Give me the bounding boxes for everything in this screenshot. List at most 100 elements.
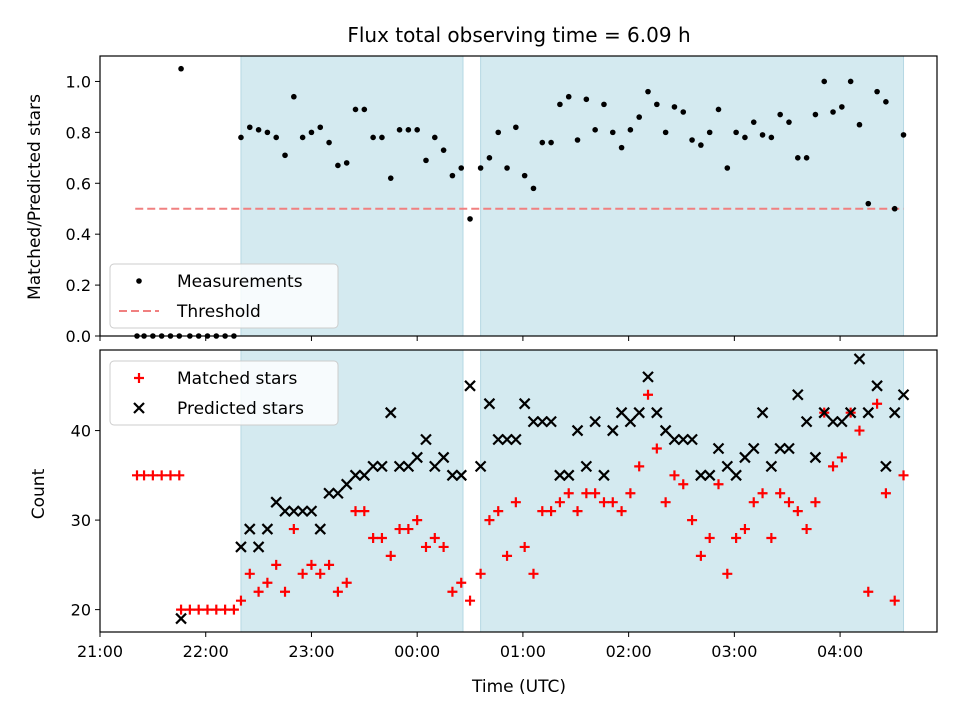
legend-label: Matched stars bbox=[177, 369, 297, 389]
data-point bbox=[502, 550, 513, 561]
data-point bbox=[446, 469, 459, 482]
data-point bbox=[733, 129, 739, 136]
data-point bbox=[317, 124, 324, 131]
data-point bbox=[270, 496, 282, 508]
data-point bbox=[756, 406, 769, 419]
data-point bbox=[261, 523, 274, 535]
data-point bbox=[396, 127, 403, 133]
data-point bbox=[449, 172, 456, 179]
x-tick-label: 23:00 bbox=[288, 642, 334, 661]
y-tick-label: 40 bbox=[71, 422, 91, 441]
data-point bbox=[625, 488, 636, 499]
data-point bbox=[687, 515, 698, 526]
data-point bbox=[581, 488, 592, 499]
data-point bbox=[695, 469, 707, 482]
data-point bbox=[571, 424, 584, 437]
data-point bbox=[768, 134, 775, 141]
data-point bbox=[818, 406, 831, 419]
legend-label: Predicted stars bbox=[177, 399, 304, 419]
data-point bbox=[880, 488, 891, 499]
data-point bbox=[518, 397, 531, 410]
y-tick-label: 1.0 bbox=[66, 72, 91, 91]
y-tick-label: 30 bbox=[71, 511, 91, 530]
data-point bbox=[235, 595, 246, 606]
data-point bbox=[898, 470, 909, 481]
data-point bbox=[464, 380, 476, 392]
y-tick-label: 0.8 bbox=[66, 123, 91, 142]
data-point bbox=[314, 523, 327, 535]
data-point bbox=[618, 144, 625, 151]
data-point bbox=[889, 595, 900, 606]
data-point bbox=[721, 460, 734, 473]
data-point bbox=[340, 478, 353, 491]
data-point bbox=[492, 433, 505, 446]
data-point bbox=[669, 470, 680, 481]
data-point bbox=[326, 139, 332, 146]
data-point bbox=[659, 424, 672, 437]
data-point bbox=[891, 205, 898, 212]
observing-window-1 bbox=[480, 349, 905, 633]
data-point bbox=[483, 397, 496, 410]
data-point bbox=[429, 533, 440, 543]
data-point bbox=[775, 488, 786, 499]
data-point bbox=[748, 497, 759, 508]
legend: Matched stars Predicted stars bbox=[109, 360, 339, 426]
bottom-panel: 20 30 40 21:00 22:00 23:00 00:00 01:00 02:00 03:0… bbox=[71, 349, 938, 661]
data-point bbox=[712, 442, 725, 455]
data-point bbox=[863, 586, 874, 597]
data-point bbox=[296, 505, 309, 517]
data-point bbox=[477, 165, 484, 171]
data-point bbox=[423, 157, 429, 164]
data-point bbox=[264, 129, 271, 136]
data-point bbox=[654, 101, 660, 108]
x-tick-label: 21:00 bbox=[77, 642, 123, 661]
data-point bbox=[783, 497, 794, 508]
data-point bbox=[493, 506, 504, 517]
data-point bbox=[634, 461, 645, 472]
data-point bbox=[349, 469, 362, 482]
data-point bbox=[465, 595, 476, 606]
data-point bbox=[504, 165, 510, 171]
data-point bbox=[592, 127, 598, 133]
data-point bbox=[412, 515, 423, 526]
data-point bbox=[530, 185, 537, 192]
data-point bbox=[447, 586, 458, 597]
x-tick-label: 00:00 bbox=[394, 642, 440, 661]
data-point bbox=[393, 460, 406, 473]
data-point bbox=[607, 497, 618, 508]
data-point bbox=[739, 451, 751, 464]
legend-label: Measurements bbox=[177, 272, 303, 292]
data-point bbox=[429, 460, 441, 473]
data-point bbox=[403, 524, 414, 535]
data-point bbox=[759, 132, 766, 138]
data-point bbox=[350, 506, 361, 517]
data-point bbox=[660, 497, 671, 508]
data-point bbox=[455, 469, 468, 482]
data-point bbox=[847, 78, 854, 85]
data-point bbox=[624, 415, 637, 428]
data-point bbox=[252, 541, 265, 553]
data-point bbox=[589, 415, 601, 428]
data-point bbox=[651, 443, 662, 454]
data-point bbox=[486, 155, 493, 161]
data-point bbox=[361, 106, 368, 113]
data-point bbox=[291, 93, 297, 100]
data-point bbox=[871, 380, 883, 392]
data-point bbox=[458, 165, 465, 171]
data-point bbox=[742, 134, 748, 141]
data-point bbox=[680, 109, 687, 115]
data-point bbox=[747, 442, 760, 455]
data-point bbox=[827, 415, 839, 428]
data-point bbox=[305, 505, 318, 517]
data-point bbox=[528, 568, 539, 579]
data-point bbox=[803, 155, 810, 161]
data-point bbox=[202, 604, 213, 615]
data-point bbox=[874, 88, 880, 95]
y-axis-label-top: Matched/Predicted stars bbox=[25, 94, 45, 300]
data-point bbox=[438, 541, 449, 552]
data-point bbox=[609, 129, 616, 136]
data-point bbox=[501, 433, 513, 446]
data-point bbox=[801, 524, 812, 535]
data-point bbox=[402, 460, 415, 473]
